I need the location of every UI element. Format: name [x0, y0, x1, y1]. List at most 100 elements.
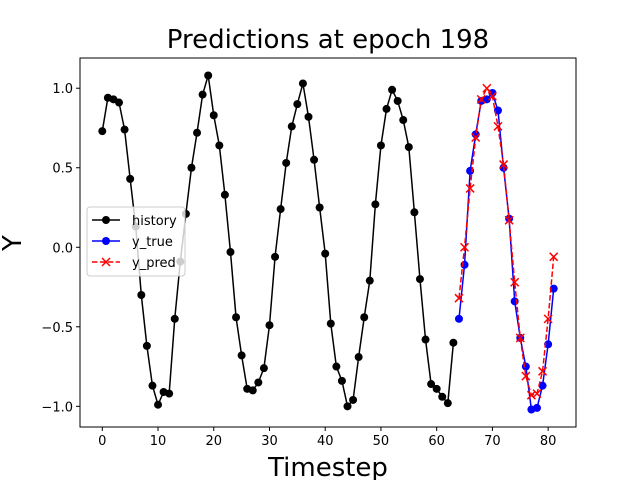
- data-point: [142, 341, 151, 350]
- data-point: [232, 313, 241, 322]
- data-point: [471, 132, 481, 143]
- data-point: [521, 362, 530, 371]
- data-point: [237, 351, 246, 360]
- data-point: [549, 284, 558, 293]
- data-point: [259, 364, 268, 373]
- chart-title: Predictions at epoch 198: [167, 25, 489, 55]
- data-point: [476, 94, 486, 104]
- data-point: [287, 122, 296, 131]
- data-point: [532, 389, 542, 399]
- data-point: [382, 104, 391, 113]
- data-point: [360, 313, 369, 322]
- legend: history y_true y_pred: [86, 206, 186, 277]
- data-point: [354, 353, 363, 362]
- data-point: [193, 128, 202, 137]
- data-point: [460, 242, 470, 252]
- data-point: [421, 335, 430, 344]
- data-point: [276, 205, 285, 214]
- data-point: [215, 141, 224, 150]
- data-point: [315, 203, 324, 212]
- data-point: [388, 85, 397, 94]
- data-point: [226, 248, 235, 257]
- data-point: [532, 403, 541, 412]
- data-point: [337, 376, 346, 385]
- x-tick-label: 30: [261, 434, 278, 449]
- data-point: [148, 381, 157, 390]
- data-point: [415, 275, 424, 284]
- legend-label: history: [132, 214, 177, 229]
- data-point: [343, 402, 352, 411]
- data-point: [549, 252, 559, 262]
- y-tick-label: 0.0: [52, 241, 73, 256]
- data-point: [187, 163, 196, 172]
- data-point: [543, 314, 553, 324]
- x-tick-label: 0: [98, 434, 106, 449]
- data-point: [332, 362, 341, 371]
- data-point: [271, 252, 280, 261]
- data-point: [454, 314, 463, 323]
- data-point: [376, 141, 385, 150]
- legend-marker: [102, 237, 110, 245]
- data-point: [526, 390, 536, 400]
- x-axis-title: Timestep: [267, 453, 388, 480]
- series-history: [98, 71, 458, 411]
- data-point: [410, 208, 419, 217]
- data-point: [460, 260, 469, 269]
- data-point: [454, 293, 464, 303]
- data-point: [493, 121, 503, 131]
- data-point: [505, 214, 514, 223]
- data-point: [371, 200, 380, 209]
- data-point: [265, 321, 274, 330]
- data-point: [482, 83, 492, 93]
- x-tick-label: 10: [150, 434, 167, 449]
- data-point: [98, 127, 107, 136]
- data-point: [538, 366, 548, 376]
- data-point: [404, 143, 413, 152]
- x-tick-label: 60: [428, 434, 445, 449]
- series-line: [101, 74, 455, 408]
- data-point: [515, 333, 525, 343]
- y-tick-label: −1.0: [41, 400, 73, 415]
- data-point: [154, 400, 163, 409]
- y-tick-label: 1.0: [52, 82, 73, 97]
- data-point: [304, 112, 313, 121]
- y-tick-label: −0.5: [41, 321, 73, 336]
- x-tick-label: 40: [317, 434, 334, 449]
- data-point: [310, 155, 319, 164]
- data-point: [365, 276, 374, 285]
- data-point: [482, 95, 491, 104]
- data-point: [198, 90, 207, 99]
- legend-marker: [101, 257, 111, 267]
- series-y-pred: [454, 83, 559, 400]
- data-point: [393, 96, 402, 105]
- data-point: [427, 380, 436, 389]
- data-point: [137, 290, 146, 299]
- data-point: [282, 158, 291, 167]
- data-point: [399, 116, 408, 125]
- legend-item-history: history: [92, 214, 177, 229]
- x-axis-ticks: 0 10 20 30 40 50 60 70 80: [98, 427, 556, 449]
- data-point: [248, 386, 257, 395]
- data-point: [254, 378, 263, 387]
- legend-item-y-true: y_true: [92, 235, 173, 250]
- data-point: [349, 395, 358, 404]
- data-point: [465, 183, 475, 193]
- data-point: [298, 79, 307, 88]
- data-point: [209, 111, 218, 120]
- plot-area-frame: [79, 57, 577, 428]
- data-point: [204, 71, 213, 80]
- data-point: [115, 98, 124, 107]
- data-point: [326, 319, 335, 328]
- series-line: [458, 87, 555, 396]
- y-axis-ticks: −1.0 −0.5 0.0 0.5 1.0: [41, 82, 80, 415]
- data-point: [443, 399, 452, 408]
- y-tick-label: 0.5: [52, 162, 73, 177]
- x-tick-label: 80: [540, 434, 557, 449]
- data-point: [432, 384, 441, 393]
- data-point: [170, 314, 179, 323]
- x-tick-label: 20: [205, 434, 222, 449]
- series-y-true: [454, 88, 558, 414]
- series-layer: [98, 71, 559, 414]
- x-tick-label: 50: [373, 434, 390, 449]
